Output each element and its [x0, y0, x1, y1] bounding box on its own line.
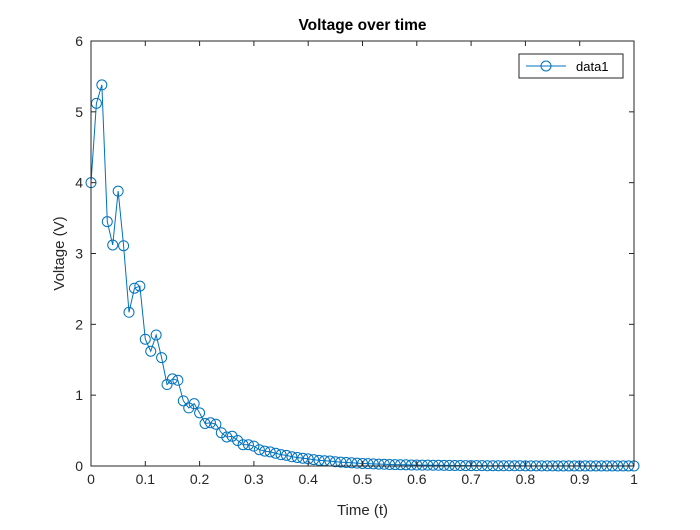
- data-point-marker: [156, 352, 168, 364]
- data-point-marker: [443, 459, 455, 471]
- data-point-marker: [139, 333, 151, 345]
- data-point-marker: [210, 418, 222, 430]
- data-point-marker: [438, 459, 450, 471]
- data-point-marker: [172, 374, 184, 386]
- data-point-marker: [378, 458, 390, 470]
- y-tick-label: 4: [75, 175, 83, 191]
- x-tick-label: 0.5: [353, 471, 373, 487]
- data-point-marker: [199, 418, 211, 429]
- data-point-marker: [270, 447, 282, 459]
- x-tick-label: 0.9: [570, 471, 590, 487]
- data-point-marker: [145, 345, 157, 357]
- data-point-marker: [221, 431, 233, 443]
- data-point-marker: [346, 457, 358, 469]
- data-point-marker: [373, 458, 385, 470]
- data-point-marker: [150, 329, 162, 341]
- data-point-marker: [264, 446, 276, 458]
- data-point-marker: [112, 185, 124, 197]
- legend-entry-label: data1: [576, 59, 609, 74]
- data-point-marker: [411, 459, 423, 471]
- data-point-marker: [275, 449, 287, 461]
- data-point-marker: [177, 395, 189, 407]
- chart-title: Voltage over time: [298, 17, 426, 34]
- x-tick-label: 0.4: [298, 471, 318, 487]
- data-point-marker: [280, 449, 292, 461]
- y-tick-label: 6: [75, 33, 83, 49]
- data-point-marker: [204, 417, 216, 429]
- legend: data1: [518, 53, 624, 79]
- data-point-marker: [422, 459, 434, 471]
- data-point-marker: [123, 306, 135, 318]
- axes-layer: 0 0.1 0.2 0.3 0.4 0.5 0.6 0.7 0.8 0.9 1 0 1 2 3 4 5 6: [75, 33, 638, 487]
- x-tick-label: 0.2: [190, 471, 210, 487]
- x-tick-label: 0.3: [244, 471, 264, 487]
- data-point-marker: [134, 280, 146, 292]
- data-point-marker: [395, 459, 407, 471]
- plot-area: [91, 41, 634, 466]
- data-point-marker: [248, 440, 260, 452]
- data-point-marker: [335, 456, 347, 468]
- x-tick-label: 0.6: [407, 471, 427, 487]
- data-point-marker: [237, 439, 249, 451]
- x-tick-label: 1: [630, 471, 638, 487]
- data-point-marker: [101, 216, 113, 228]
- y-axis-label: Voltage (V): [51, 216, 68, 290]
- data-point-marker: [427, 459, 439, 471]
- data-point-marker: [384, 458, 396, 470]
- y-tick-label: 2: [75, 316, 83, 332]
- data-point-marker: [297, 452, 309, 464]
- data-point-marker: [329, 456, 341, 468]
- x-tick-label: 0.8: [516, 471, 536, 487]
- x-axis-label: Time (t): [337, 502, 388, 519]
- y-tick-label: 1: [75, 387, 83, 403]
- x-tick-label: 0: [87, 471, 95, 487]
- data-point-marker: [357, 457, 368, 469]
- data-point-marker: [340, 456, 352, 468]
- data-point-marker: [389, 459, 401, 471]
- data-point-marker: [242, 439, 254, 451]
- data-point-marker: [188, 398, 200, 410]
- data-point-marker: [194, 407, 206, 419]
- data-point-marker: [400, 459, 412, 471]
- data-point-marker: [313, 454, 325, 466]
- x-tick-label: 0.7: [461, 471, 481, 487]
- legend-box: [518, 53, 624, 79]
- data-point-marker: [259, 445, 271, 457]
- y-tick-label: 5: [75, 104, 83, 120]
- data-point-marker: [118, 240, 130, 252]
- y-tick-label: 0: [75, 458, 83, 474]
- y-tick-label: 3: [75, 246, 83, 262]
- data-point-marker: [286, 451, 298, 463]
- legend-circle-marker: [540, 60, 552, 72]
- data-point-marker: [128, 282, 140, 294]
- data-point-marker: [308, 454, 320, 466]
- data-point-marker: [96, 79, 108, 91]
- x-tick-label: 0.1: [136, 471, 156, 487]
- data-point-marker: [253, 444, 265, 456]
- data-point-marker: [433, 459, 445, 471]
- data-point-marker: [107, 239, 119, 251]
- data-point-marker: [367, 458, 379, 470]
- data-point-marker: [291, 452, 303, 463]
- data-point-marker: [166, 373, 178, 385]
